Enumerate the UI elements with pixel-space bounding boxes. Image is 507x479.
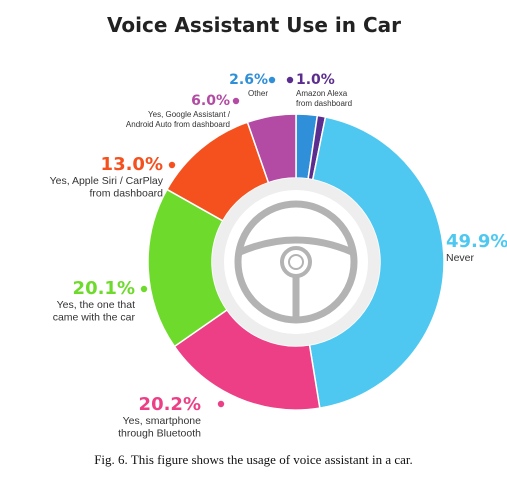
chart-title: Voice Assistant Use in Car — [107, 13, 401, 37]
desc-label-yes-smartphone-through-bluetooth: Yes, smartphone — [123, 415, 202, 427]
marker-other — [268, 76, 276, 84]
pct-label-yes-the-one-that-came-with-the-car: 20.1% — [73, 278, 135, 299]
pct-label-yes-apple-siri-carplay-from-dashboard: 13.0% — [101, 154, 163, 175]
marker-amazon-alexa-from-dashboard — [286, 76, 294, 84]
desc-label-never: Never — [446, 252, 475, 264]
marker-yes-google-assistant-android-auto-from-dashboard — [232, 97, 240, 105]
desc-label-other: Other — [248, 89, 268, 98]
marker-never — [432, 235, 440, 243]
desc-label-yes-the-one-that-came-with-the-car: Yes, the one that — [57, 299, 136, 311]
desc-label-yes-smartphone-through-bluetooth-2: through Bluetooth — [118, 428, 201, 440]
desc-label-amazon-alexa-from-dashboard: Amazon Alexa — [296, 89, 348, 98]
desc-label-yes-the-one-that-came-with-the-car-2: came with the car — [53, 312, 136, 324]
marker-yes-the-one-that-came-with-the-car — [140, 285, 148, 293]
desc-label-yes-apple-siri-carplay-from-dashboard-2: from dashboard — [89, 188, 163, 200]
desc-label-yes-google-assistant-android-auto-from-dashboard: Yes, Google Assistant / — [148, 110, 231, 119]
desc-label-yes-google-assistant-android-auto-from-dashboard-2: Android Auto from dashboard — [126, 120, 230, 129]
pct-label-yes-smartphone-through-bluetooth: 20.2% — [139, 394, 201, 415]
pct-label-other: 2.6% — [229, 72, 268, 88]
pct-label-amazon-alexa-from-dashboard: 1.0% — [296, 72, 335, 88]
pct-label-never: 49.9% — [446, 231, 507, 252]
pct-label-yes-google-assistant-android-auto-from-dashboard: 6.0% — [191, 93, 230, 109]
marker-yes-apple-siri-carplay-from-dashboard — [168, 161, 176, 169]
steering-wheel-icon — [234, 200, 358, 324]
desc-label-amazon-alexa-from-dashboard-2: from dashboard — [296, 99, 352, 108]
desc-label-yes-apple-siri-carplay-from-dashboard: Yes, Apple Siri / CarPlay — [50, 175, 164, 187]
figure-caption: Fig. 6. This figure shows the usage of v… — [94, 452, 413, 467]
marker-yes-smartphone-through-bluetooth — [217, 400, 225, 408]
